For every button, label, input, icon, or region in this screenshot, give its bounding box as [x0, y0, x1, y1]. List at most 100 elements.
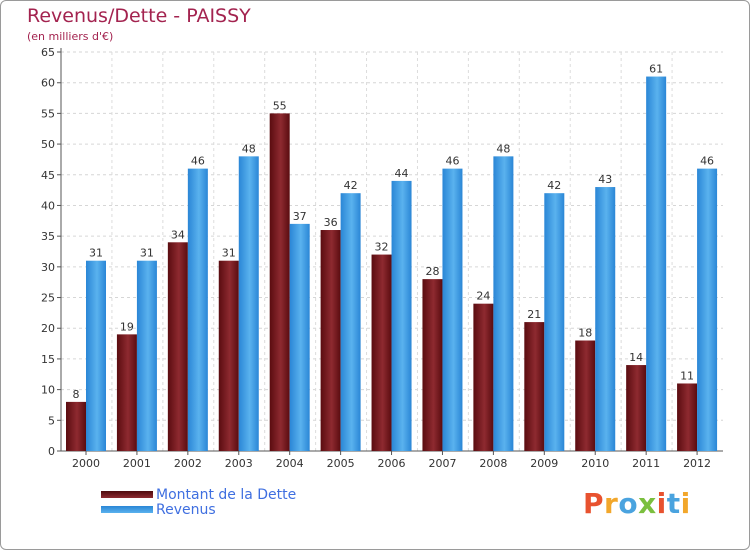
data-label-debt: 8 [73, 388, 80, 401]
legend-item-revenue: Revenus [101, 501, 296, 518]
data-label-revenue: 42 [344, 179, 358, 192]
data-label-debt: 28 [425, 265, 439, 278]
bar-debt [575, 340, 596, 451]
data-label-debt: 11 [680, 369, 694, 382]
x-tick-label: 2010 [581, 457, 609, 470]
y-tick-label: 55 [41, 107, 55, 120]
y-tick-label: 15 [41, 353, 55, 366]
y-tick-label: 0 [48, 445, 55, 458]
y-tick-label: 40 [41, 199, 55, 212]
legend: Montant de la Dette Revenus [101, 486, 297, 518]
bar-revenue [493, 156, 514, 451]
x-tick-label: 2009 [530, 457, 558, 470]
data-label-revenue: 31 [140, 247, 154, 260]
data-label-revenue: 46 [191, 155, 205, 168]
x-tick-label: 2002 [174, 457, 202, 470]
proxiti-logo: Proxiti [583, 487, 691, 520]
legend-label-revenue: Revenus [156, 501, 216, 518]
legend-item-debt: Montant de la Dette [101, 486, 297, 503]
bar-debt [66, 401, 86, 451]
bar-debt [116, 334, 137, 451]
data-label-revenue: 46 [700, 155, 714, 168]
y-tick-label: 60 [41, 77, 55, 90]
data-label-revenue: 31 [89, 247, 103, 260]
bar-debt [473, 303, 494, 451]
legend-swatch-revenue [101, 506, 153, 513]
y-tick-label: 35 [41, 230, 55, 243]
legend-label-debt: Montant de la Dette [156, 486, 297, 503]
data-label-revenue: 48 [496, 142, 510, 155]
logo-letter: i [656, 487, 667, 520]
logo-letter: x [638, 487, 657, 520]
bar-revenue [340, 193, 361, 451]
data-label-debt: 21 [527, 308, 541, 321]
x-tick-label: 2000 [72, 457, 100, 470]
x-tick-label: 2004 [276, 457, 304, 470]
y-tick-label: 5 [48, 414, 55, 427]
data-label-revenue: 43 [598, 173, 612, 186]
bar-debt [371, 254, 392, 451]
data-label-debt: 24 [476, 290, 490, 303]
data-label-revenue: 44 [395, 167, 409, 180]
bar-debt [218, 260, 239, 451]
y-tick-label: 65 [41, 46, 55, 59]
logo-letter: o [618, 487, 639, 520]
x-tick-label: 2007 [428, 457, 456, 470]
logo-letter: i [680, 487, 691, 520]
bar-revenue [391, 180, 412, 451]
bar-debt [320, 230, 341, 451]
x-tick-label: 2008 [479, 457, 507, 470]
bar-debt [677, 383, 698, 451]
x-tick-label: 2012 [683, 457, 711, 470]
logo-letter: r [604, 487, 619, 520]
y-tick-label: 25 [41, 292, 55, 305]
data-label-revenue: 48 [242, 142, 256, 155]
bar-revenue [86, 260, 106, 451]
bar-revenue [697, 168, 718, 451]
bars [66, 76, 718, 452]
bar-revenue [544, 193, 565, 451]
y-tick-label: 30 [41, 261, 55, 274]
logo-letter: P [583, 487, 605, 520]
bar-revenue [442, 168, 463, 451]
data-label-debt: 36 [324, 216, 338, 229]
bar-debt [269, 113, 290, 451]
data-label-debt: 19 [120, 320, 134, 333]
bar-revenue [595, 187, 616, 452]
bar-revenue [187, 168, 208, 451]
data-label-debt: 18 [578, 327, 592, 340]
data-label-revenue: 46 [445, 155, 459, 168]
bar-debt [167, 242, 188, 451]
y-tick-label: 10 [41, 384, 55, 397]
bar-debt [524, 322, 545, 451]
y-tick-label: 50 [41, 138, 55, 151]
data-label-debt: 34 [171, 228, 185, 241]
x-tick-label: 2006 [378, 457, 406, 470]
data-label-revenue: 61 [649, 63, 663, 76]
chart-subtitle: (en milliers d'€) [27, 30, 114, 43]
y-tick-label: 45 [41, 169, 55, 182]
data-label-debt: 32 [375, 241, 389, 254]
value-labels: 8 31 19 31 34 46 31 48 55 37 36 42 32 44 28 46 24 48 21 42 1… [73, 63, 715, 401]
chart-title: Revenus/Dette - PAISSY [27, 5, 251, 27]
y-tick-label: 20 [41, 322, 55, 335]
data-label-debt: 14 [629, 351, 643, 364]
legend-swatch-debt [101, 491, 153, 498]
data-label-revenue: 42 [547, 179, 561, 192]
bar-revenue [646, 76, 667, 452]
data-label-debt: 55 [273, 99, 287, 112]
x-tick-label: 2003 [225, 457, 253, 470]
bar-debt [422, 279, 443, 451]
x-tick-label: 2011 [632, 457, 660, 470]
bar-revenue [238, 156, 259, 451]
bar-revenue [136, 260, 157, 451]
data-label-revenue: 37 [293, 210, 307, 223]
logo-letter: t [666, 487, 681, 520]
bar-revenue [289, 223, 310, 451]
bar-debt [626, 365, 647, 451]
x-tick-label: 2005 [327, 457, 355, 470]
x-tick-label: 2001 [123, 457, 151, 470]
data-label-debt: 31 [222, 247, 236, 260]
